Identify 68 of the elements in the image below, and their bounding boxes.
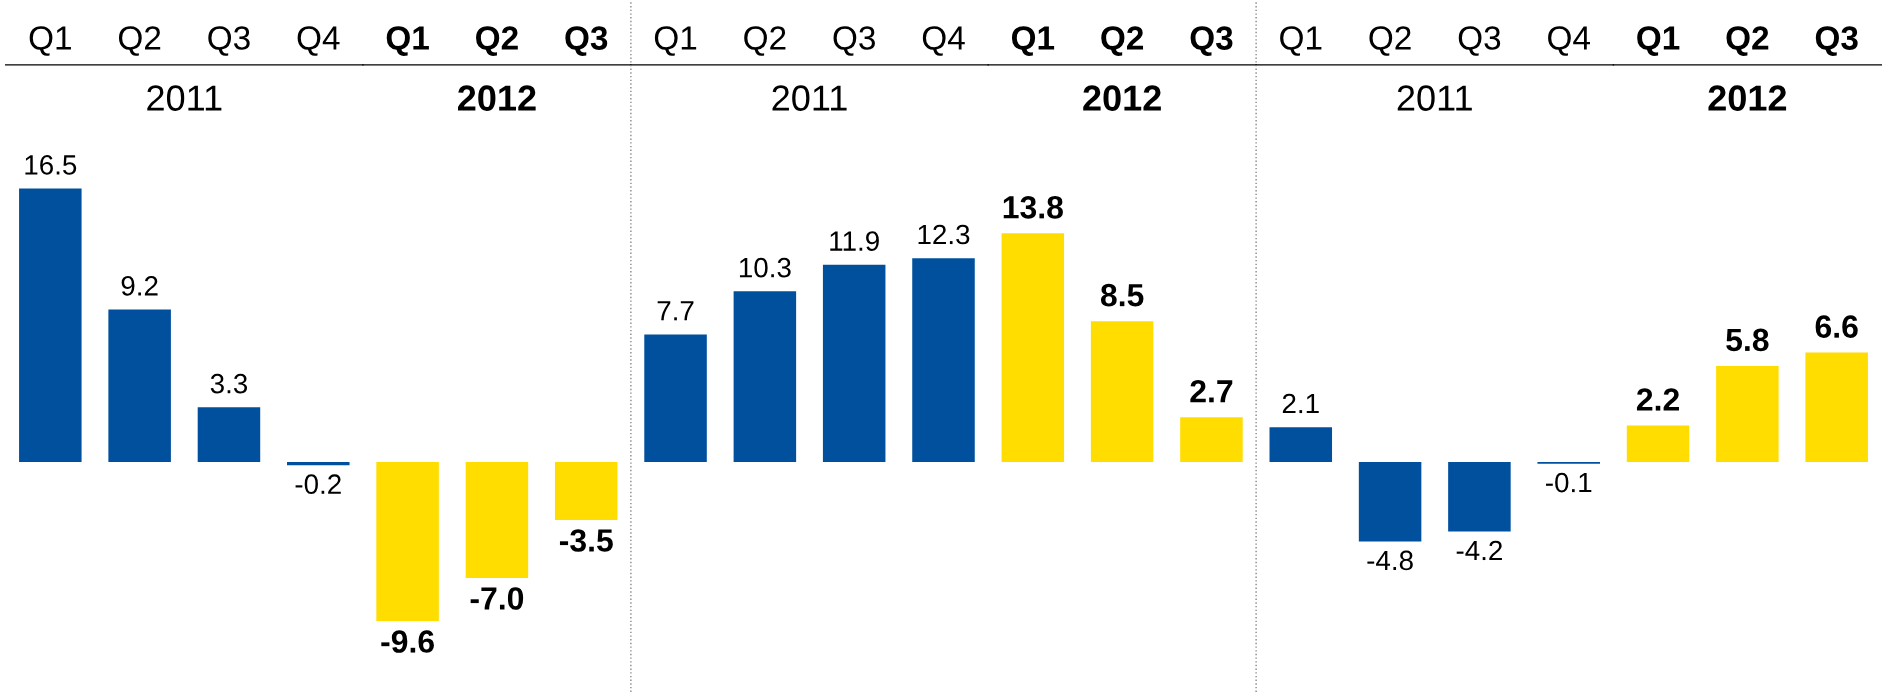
data-label: -4.8 <box>1367 550 1413 571</box>
x-tick-label: Q1 <box>1280 26 1322 56</box>
data-label: 2.7 <box>1190 379 1233 403</box>
data-label: 10.3 <box>739 257 791 278</box>
data-label: 6.6 <box>1815 315 1858 338</box>
x-tick-label: Q4 <box>1548 26 1590 56</box>
data-label: 3.3 <box>210 373 248 394</box>
text: 2012 <box>1708 85 1787 111</box>
x-tick-label: Q3 <box>833 26 875 56</box>
data-label: 16.5 <box>25 155 77 175</box>
x-tick-label: Q1 <box>1637 26 1680 57</box>
data-label: 2.2 <box>1636 388 1679 411</box>
data-label: -0.1 <box>1546 472 1592 493</box>
data-label: 7.7 <box>657 301 694 321</box>
x-tick-label: Q2 <box>744 26 786 56</box>
bar <box>1090 321 1154 462</box>
bar <box>733 291 797 462</box>
x-tick-label: Q1 <box>1011 26 1055 57</box>
x-tick-label: Q4 <box>297 26 340 56</box>
text: 2011 <box>772 85 847 111</box>
x-tick-label: Q2 <box>476 26 518 57</box>
data-label: -9.6 <box>381 630 434 653</box>
x-tick-label: Q3 <box>1458 26 1501 56</box>
x-tick-label: Q1 <box>654 26 697 56</box>
x-tick-label: Q3 <box>1815 26 1858 57</box>
data-label: -7.0 <box>470 587 524 610</box>
x-tick-label: Q3 <box>565 26 608 57</box>
bar <box>1805 352 1868 462</box>
data-label: -0.2 <box>295 474 341 495</box>
data-label: 9.2 <box>121 276 158 296</box>
x-tick-label: Q4 <box>922 26 965 56</box>
data-label: -3.5 <box>559 529 613 552</box>
x-tick-label: Q3 <box>208 26 250 56</box>
bar <box>108 309 171 462</box>
bar <box>1716 365 1779 462</box>
x-tick-label: Q1 <box>29 26 71 56</box>
bar <box>465 461 529 578</box>
bar <box>912 258 975 462</box>
x-tick-label: Q2 <box>1726 26 1769 57</box>
bar <box>1626 425 1690 462</box>
bar <box>197 407 261 462</box>
bar <box>1269 427 1333 462</box>
text: 2011 <box>147 85 222 111</box>
bar <box>1001 233 1065 462</box>
bar <box>19 188 82 462</box>
data-label: 8.5 <box>1100 283 1144 307</box>
text: 2012 <box>1083 85 1161 111</box>
bar <box>822 264 886 462</box>
data-label: 11.9 <box>830 231 879 251</box>
x-tick-label: Q3 <box>1190 26 1233 57</box>
text: 2011 <box>1397 85 1472 111</box>
data-label: 12.3 <box>918 224 970 245</box>
x-tick-label: Q2 <box>1101 26 1144 57</box>
data-label: 2.1 <box>1282 393 1319 414</box>
x-tick-label: Q2 <box>118 26 161 56</box>
bar <box>1448 461 1511 532</box>
bar <box>1358 461 1422 542</box>
bar <box>287 461 350 466</box>
bar <box>644 334 707 462</box>
bar <box>376 461 439 622</box>
text: 2012 <box>458 85 536 111</box>
x-tick-label: Q1 <box>386 26 429 57</box>
x-tick-label: Q2 <box>1369 26 1411 56</box>
data-label: 13.8 <box>1003 196 1063 219</box>
data-label: -4.2 <box>1456 540 1502 561</box>
data-label: 5.8 <box>1726 328 1769 352</box>
bar <box>554 461 618 520</box>
bar <box>1180 417 1243 462</box>
